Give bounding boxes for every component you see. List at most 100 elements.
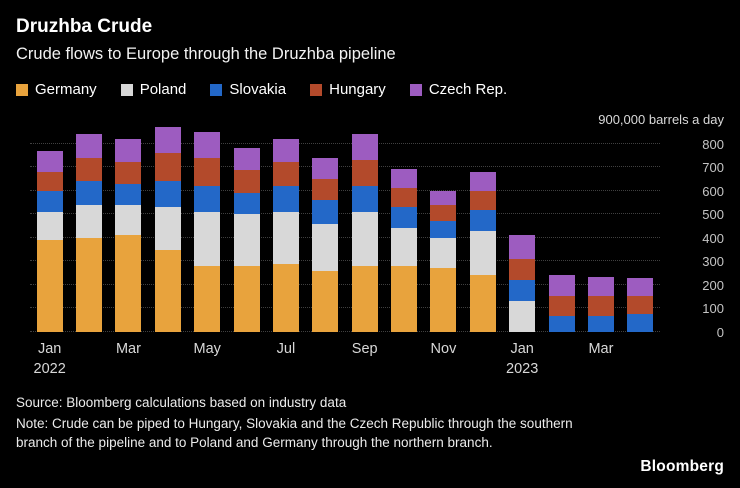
- x-axis-month-label: Mar: [588, 341, 614, 357]
- bar-column-apr-2022: [148, 120, 187, 332]
- bar-column-aug-2022: [306, 120, 345, 332]
- bar-jun-2022: [233, 148, 260, 332]
- bar-segment-poland: [509, 301, 536, 332]
- legend-swatch-czech-rep: [409, 83, 422, 96]
- x-axis-month-label: Jul: [276, 341, 296, 357]
- bar-jan-2022: [36, 150, 63, 332]
- x-axis-tick: Nov: [424, 340, 463, 380]
- x-axis-tick: Mar: [581, 340, 620, 380]
- bar-segment-germany: [233, 266, 260, 332]
- bar-column-jul-2022: [266, 120, 305, 332]
- bar-column-dec-2022: [463, 120, 502, 332]
- legend: Germany Poland Slovakia Hungary Czech Rep.: [16, 81, 724, 98]
- bar-segment-slovakia: [115, 183, 142, 205]
- bar-segment-slovakia: [36, 190, 63, 212]
- bar-sep-2022: [351, 134, 378, 332]
- bar-segment-hungary: [509, 259, 536, 281]
- bar-segment-czech-rep: [312, 157, 339, 179]
- legend-item-slovakia: Slovakia: [210, 81, 286, 98]
- bar-chart: 0 100 200 300 400 500 600 700 800 900,000 barrel…: [30, 112, 724, 380]
- bar-segment-czech-rep: [36, 150, 63, 172]
- bar-segment-poland: [76, 204, 103, 238]
- bar-segment-germany: [430, 268, 457, 332]
- gridline: [30, 142, 660, 144]
- bar-segment-slovakia: [272, 185, 299, 212]
- bar-segment-slovakia: [312, 200, 339, 224]
- x-axis-month-label: May: [193, 341, 221, 357]
- y-axis-tick-label: 200: [702, 277, 724, 293]
- bar-segment-hungary: [233, 169, 260, 194]
- bar-column-feb-2023: [542, 120, 581, 332]
- x-axis-tick: Jul: [266, 340, 305, 380]
- bar-feb-2022: [76, 134, 103, 332]
- gridline: [30, 307, 660, 309]
- legend-item-germany: Germany: [16, 81, 97, 98]
- bar-segment-czech-rep: [115, 138, 142, 163]
- bar-segment-slovakia: [430, 221, 457, 238]
- bar-segment-poland: [115, 204, 142, 236]
- legend-item-hungary: Hungary: [310, 81, 386, 98]
- bar-mar-2022: [115, 138, 142, 332]
- bar-jan-2023: [509, 235, 536, 332]
- bar-mar-2023: [587, 276, 614, 332]
- bar-segment-germany: [469, 275, 496, 332]
- y-axis-tick-label: 700: [702, 160, 724, 176]
- bar-segment-czech-rep: [627, 277, 654, 296]
- bar-segment-hungary: [115, 162, 142, 184]
- bar-segment-slovakia: [351, 185, 378, 212]
- legend-label: Hungary: [329, 81, 386, 98]
- gridline: [30, 260, 660, 262]
- x-axis-tick: Mar: [109, 340, 148, 380]
- bar-column-mar-2022: [109, 120, 148, 332]
- bar-segment-slovakia: [509, 280, 536, 302]
- bar-aug-2022: [312, 157, 339, 332]
- bar-segment-hungary: [587, 295, 614, 316]
- bar-segment-slovakia: [154, 181, 181, 208]
- x-axis-tick: Jan 2022: [30, 340, 69, 380]
- bar-segment-czech-rep: [351, 134, 378, 161]
- bar-column-jan-2023: [503, 120, 542, 332]
- bar-segment-hungary: [76, 157, 103, 182]
- x-axis-tick: May: [188, 340, 227, 380]
- footer: Source: Bloomberg calculations based on …: [16, 394, 724, 453]
- bar-segment-slovakia: [469, 209, 496, 231]
- y-axis-tick-label: 400: [702, 230, 724, 246]
- bar-segment-poland: [312, 223, 339, 271]
- bar-column-feb-2022: [69, 120, 108, 332]
- gridline: [30, 166, 660, 168]
- bar-segment-hungary: [548, 295, 575, 316]
- x-axis-tick: [542, 340, 581, 380]
- bar-segment-czech-rep: [548, 275, 575, 296]
- bar-segment-poland: [351, 211, 378, 267]
- gridline: [30, 331, 660, 332]
- x-axis-tick: [621, 340, 660, 380]
- bar-column-apr-2023: [621, 120, 660, 332]
- bar-segment-germany: [154, 249, 181, 332]
- x-axis-tick: [148, 340, 187, 380]
- bar-segment-slovakia: [587, 315, 614, 332]
- x-axis-tick: [463, 340, 502, 380]
- bar-segment-slovakia: [233, 193, 260, 215]
- bar-segment-czech-rep: [587, 276, 614, 296]
- bar-apr-2023: [627, 277, 654, 332]
- bar-segment-hungary: [154, 153, 181, 182]
- y-axis-unit-annotation: 900,000 barrels a day: [598, 112, 724, 127]
- legend-label: Czech Rep.: [428, 81, 508, 98]
- bar-segment-hungary: [469, 190, 496, 210]
- legend-swatch-poland: [120, 83, 133, 96]
- legend-swatch-slovakia: [210, 83, 223, 96]
- bar-nov-2022: [430, 190, 457, 332]
- x-axis-month-label: Sep: [351, 341, 378, 357]
- bar-oct-2022: [391, 169, 418, 332]
- bar-segment-czech-rep: [469, 171, 496, 191]
- note-text: Note: Crude can be piped to Hungary, Slo…: [16, 415, 573, 450]
- bar-segment-czech-rep: [76, 134, 103, 158]
- bar-segment-slovakia: [627, 314, 654, 332]
- bar-segment-slovakia: [194, 185, 221, 212]
- bar-segment-poland: [154, 207, 181, 250]
- x-axis-tick: [227, 340, 266, 380]
- bar-column-may-2022: [188, 120, 227, 332]
- bar-feb-2023: [548, 275, 575, 332]
- bar-column-jun-2022: [227, 120, 266, 332]
- bloomberg-logo: Bloomberg: [640, 458, 724, 475]
